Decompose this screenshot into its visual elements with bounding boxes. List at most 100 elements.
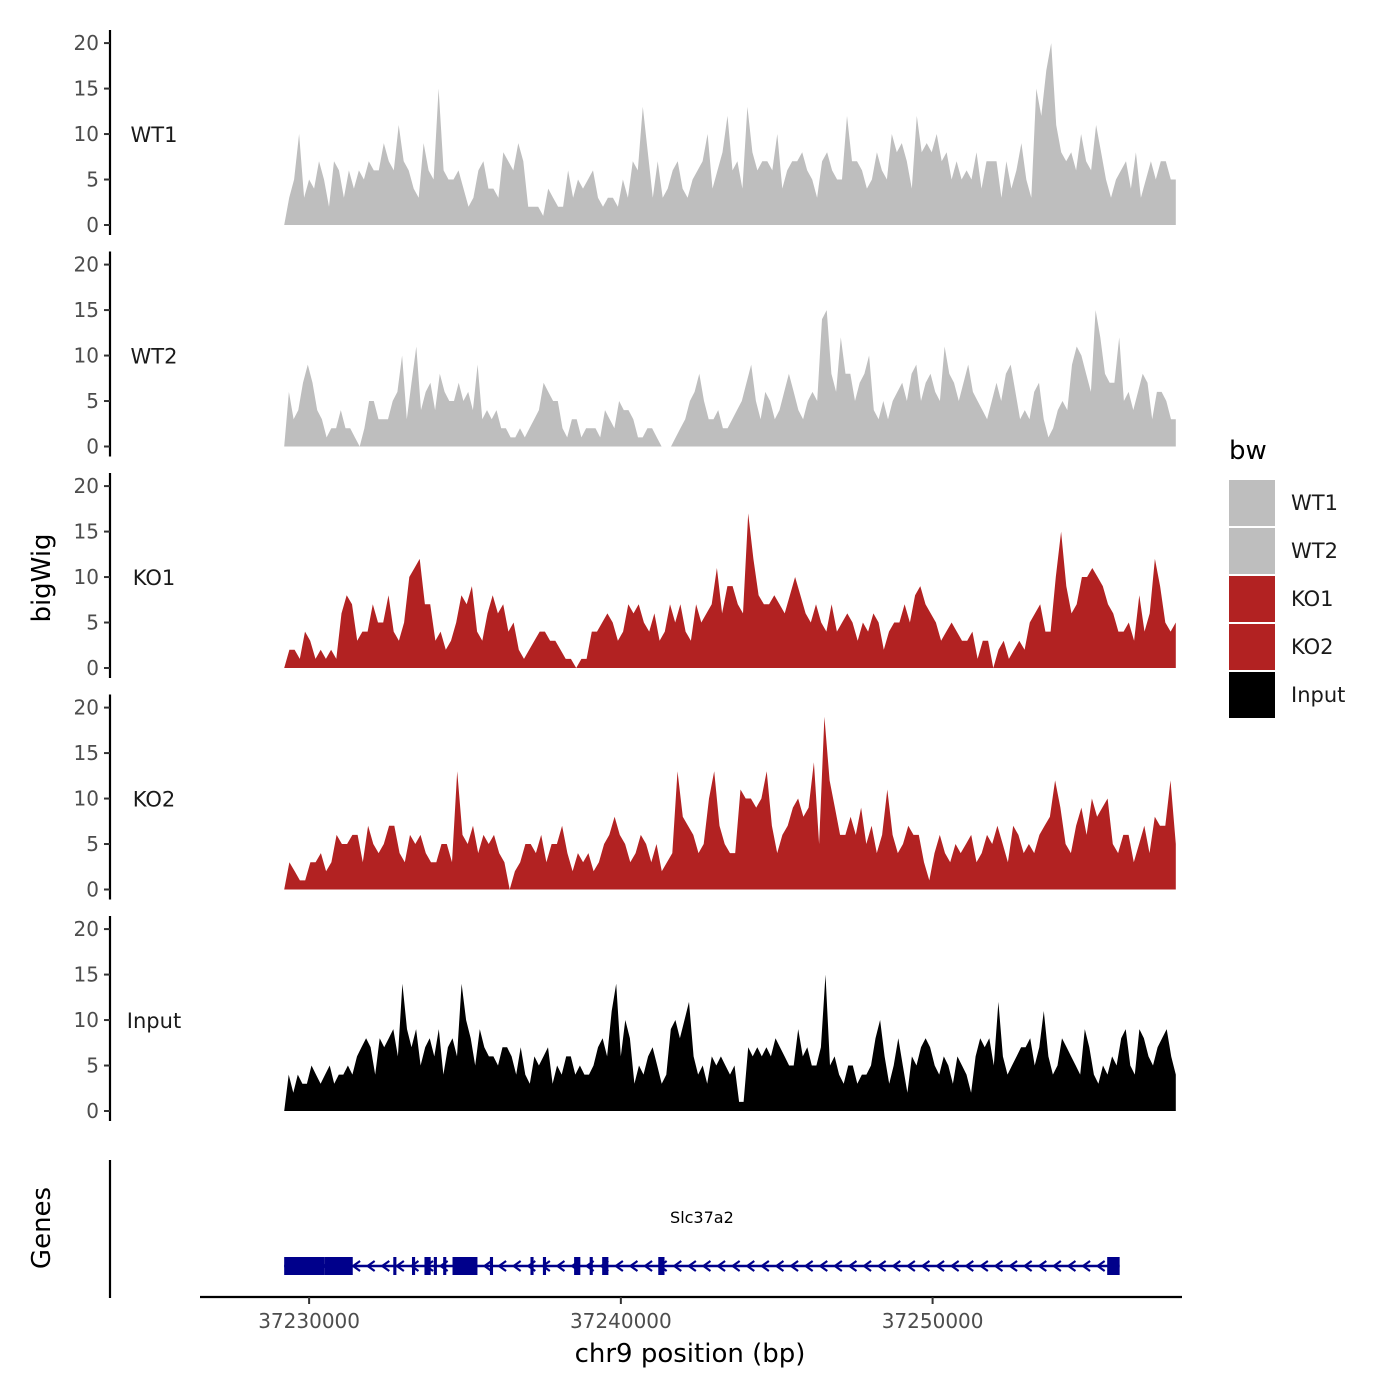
track-label-wt1: WT1 xyxy=(131,123,178,147)
legend-item-ko1: KO1 xyxy=(1229,576,1334,622)
strand-arrow xyxy=(862,1260,872,1272)
legend-label: WT2 xyxy=(1291,539,1338,563)
strand-arrow xyxy=(716,1260,726,1272)
genes-axis-title: Genes xyxy=(27,1187,57,1269)
legend-label: WT1 xyxy=(1291,491,1338,515)
area-ko1 xyxy=(284,513,1176,668)
y-tick-label: 5 xyxy=(86,611,99,635)
area-wt2 xyxy=(284,310,1176,447)
area-wt1 xyxy=(284,43,1176,225)
x-tick-label: 37250000 xyxy=(882,1309,984,1333)
genes-panel: Slc37a2 xyxy=(108,1160,1120,1298)
exon xyxy=(589,1257,593,1275)
strand-arrow xyxy=(774,1260,785,1272)
y-tick-label: 20 xyxy=(74,917,99,941)
strand-arrow xyxy=(905,1260,916,1272)
y-tick-label: 0 xyxy=(86,1099,99,1123)
strand-arrow xyxy=(380,1260,390,1272)
exon xyxy=(324,1257,353,1275)
y-tick-label: 10 xyxy=(74,787,99,811)
strand-arrow xyxy=(482,1260,493,1272)
y-tick-label: 20 xyxy=(74,696,99,720)
strand-arrow xyxy=(1095,1260,1106,1272)
strand-arrow xyxy=(803,1260,814,1272)
exon xyxy=(574,1257,581,1275)
y-tick-label: 5 xyxy=(86,1054,99,1078)
x-axis-title: chr9 position (bp) xyxy=(575,1339,806,1369)
legend-swatch xyxy=(1229,480,1275,526)
y-tick-label: 10 xyxy=(74,565,99,589)
y-tick-label: 20 xyxy=(74,31,99,55)
strand-arrow xyxy=(1037,1260,1047,1272)
strand-arrow xyxy=(497,1260,507,1272)
track-label-wt2: WT2 xyxy=(131,345,178,369)
exon xyxy=(542,1257,547,1275)
y-tick-label: 0 xyxy=(86,435,99,459)
strand-arrow xyxy=(1081,1260,1091,1272)
exon xyxy=(411,1257,416,1275)
legend-item-wt2: WT2 xyxy=(1229,528,1338,574)
track-wt2: 0 5 10 15 20 WT2 xyxy=(74,251,1176,459)
strand-arrow xyxy=(643,1260,653,1272)
strand-arrow xyxy=(686,1260,697,1272)
exon xyxy=(530,1257,534,1275)
strand-arrow xyxy=(628,1260,639,1272)
y-tick-label: 0 xyxy=(86,656,99,680)
strand-arrow xyxy=(701,1260,712,1272)
strand-arrow xyxy=(847,1260,858,1272)
legend-swatch xyxy=(1229,576,1275,622)
strand-arrow xyxy=(891,1260,901,1272)
strand-arrow xyxy=(935,1260,945,1272)
gene-name-label: Slc37a2 xyxy=(670,1208,734,1227)
y-tick-label: 15 xyxy=(74,520,99,544)
strand-arrow xyxy=(1051,1260,1062,1272)
legend-swatch xyxy=(1229,672,1275,718)
y-tick-label: 20 xyxy=(74,474,99,498)
strand-arrow xyxy=(511,1260,522,1272)
area-input xyxy=(284,974,1176,1111)
area-ko2 xyxy=(284,716,1176,890)
legend-item-input: Input xyxy=(1229,672,1345,718)
track-label-ko2: KO2 xyxy=(133,788,176,812)
strand-arrow xyxy=(920,1260,931,1272)
gene-slc37a2: Slc37a2 xyxy=(284,1208,1120,1275)
strand-arrow xyxy=(949,1260,960,1272)
strand-arrow xyxy=(1066,1260,1077,1272)
track-wt1: 0 5 10 15 20 WT1 xyxy=(74,30,1176,237)
strand-arrow xyxy=(964,1260,974,1272)
legend-label: Input xyxy=(1291,683,1345,707)
y-tick-label: 15 xyxy=(74,298,99,322)
exon xyxy=(424,1257,431,1275)
x-tick-label: 37240000 xyxy=(570,1309,672,1333)
strand-arrow xyxy=(745,1260,755,1272)
track-ko2: 0 5 10 15 20 KO2 xyxy=(74,694,1176,902)
strand-arrow xyxy=(613,1260,624,1272)
strand-arrow xyxy=(730,1260,741,1272)
track-input: 0 5 10 15 20 Input xyxy=(74,916,1176,1123)
track-ko1: 0 5 10 15 20 KO1 xyxy=(74,473,1176,680)
strand-arrow xyxy=(759,1260,770,1272)
legend-swatch xyxy=(1229,528,1275,574)
legend-title: bw xyxy=(1229,436,1267,466)
exon xyxy=(433,1257,437,1275)
y-tick-label: 15 xyxy=(74,77,99,101)
legend: bw WT1 WT2 KO1 KO2 Input xyxy=(1229,436,1345,718)
track-label-input: Input xyxy=(127,1009,181,1033)
strand-arrow xyxy=(1008,1260,1018,1272)
strand-arrow xyxy=(672,1260,682,1272)
strand-arrow xyxy=(832,1260,843,1272)
bigwig-tracks: 0 5 10 15 20 WT1 0 5 10 15 20 WT2 0 5 10 15 20 KO1 0 5 10 15 2… xyxy=(74,30,1176,1123)
y-tick-label: 10 xyxy=(74,1008,99,1032)
strand-arrow xyxy=(876,1260,887,1272)
strand-arrow xyxy=(978,1260,989,1272)
legend-item-wt1: WT1 xyxy=(1229,480,1338,526)
y-tick-label: 15 xyxy=(74,741,99,765)
strand-arrow xyxy=(993,1260,1004,1272)
exon xyxy=(393,1257,397,1275)
y-tick-label: 5 xyxy=(86,389,99,413)
y-tick-label: 10 xyxy=(74,122,99,146)
y-tick-label: 5 xyxy=(86,168,99,192)
y-axis-title: bigWig xyxy=(27,533,57,622)
strand-arrow xyxy=(540,1260,551,1272)
